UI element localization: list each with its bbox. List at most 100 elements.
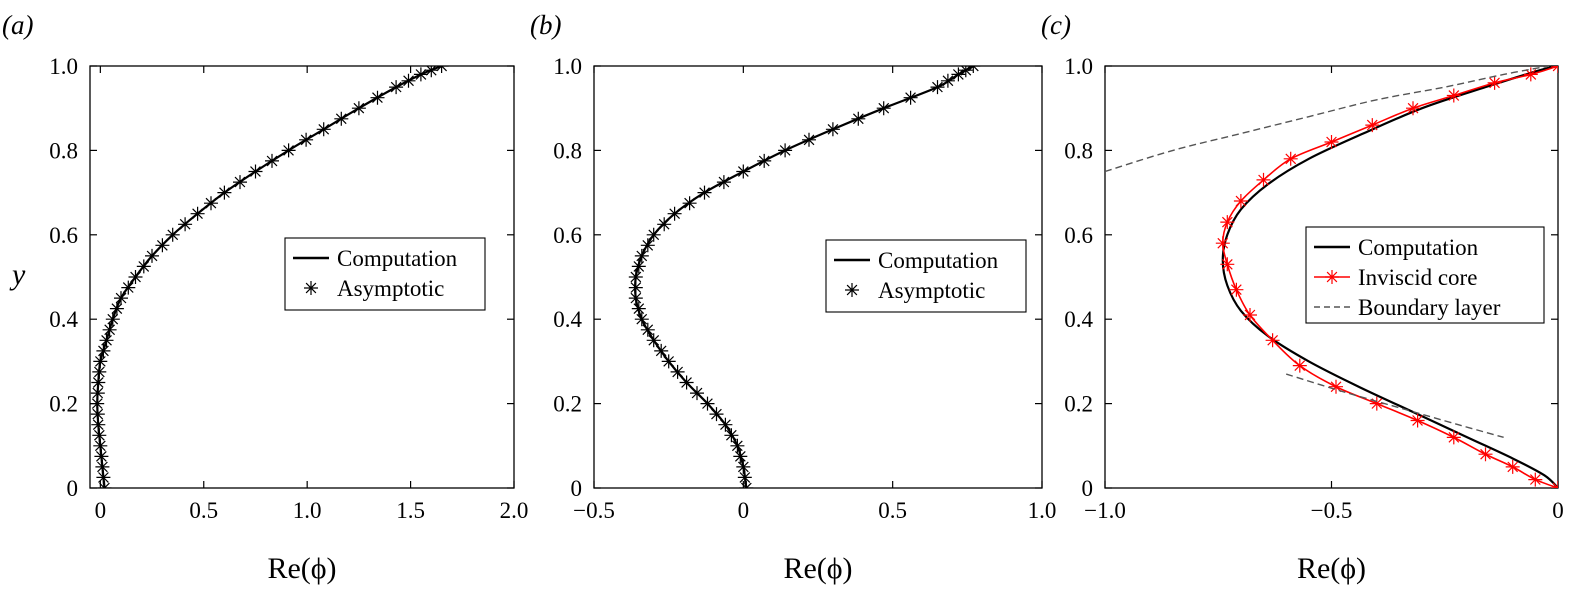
- data-point-marker: [1446, 430, 1461, 445]
- data-point-marker: [730, 438, 745, 453]
- data-point-marker: [93, 438, 108, 453]
- data-point-marker: [165, 227, 180, 242]
- x-tick-label: 1.0: [293, 498, 322, 523]
- legend-entry: Computation: [1314, 235, 1479, 260]
- data-point-marker: [1523, 67, 1538, 82]
- data-point-marker: [351, 101, 366, 116]
- legend-marker-sample: [845, 283, 859, 297]
- plot-frame: [593, 65, 1043, 489]
- data-point-marker: [697, 185, 712, 200]
- y-tick-label: 0: [1082, 476, 1094, 501]
- data-point-marker: [1410, 413, 1425, 428]
- data-point-marker: [1215, 236, 1230, 251]
- data-point-marker: [757, 153, 772, 168]
- data-point-marker: [1229, 282, 1244, 297]
- data-point-marker: [90, 386, 105, 401]
- data-point-marker: [1487, 75, 1502, 90]
- y-tick-label: 0: [67, 476, 79, 501]
- data-point-marker: [92, 364, 107, 379]
- legend-marker-sample: [1325, 270, 1339, 284]
- data-point-marker: [1256, 172, 1271, 187]
- data-point-marker: [128, 270, 143, 284]
- legend-box: [825, 239, 1027, 313]
- data-point-marker: [90, 407, 105, 422]
- data-point-marker: [736, 164, 751, 179]
- series-line: [1221, 66, 1558, 488]
- legend-box: [284, 237, 486, 311]
- data-point-marker: [634, 248, 649, 263]
- data-point-marker: [1478, 447, 1493, 462]
- data-point-marker: [316, 122, 331, 137]
- data-point-marker: [1292, 358, 1307, 373]
- legend: Computation Asymptotic: [284, 237, 486, 311]
- legend-label: Asymptotic: [878, 278, 985, 303]
- data-point-marker: [1243, 308, 1257, 322]
- y-tick-label: 0.4: [49, 307, 78, 332]
- data-point-marker: [204, 196, 218, 211]
- x-tick-label: 0.5: [878, 498, 907, 523]
- data-point-marker: [299, 132, 314, 147]
- legend-label: Computation: [1358, 235, 1479, 260]
- data-point-marker: [628, 270, 643, 284]
- data-point-marker: [190, 206, 205, 221]
- boundary-layer-line: [1105, 66, 1550, 173]
- data-point-marker: [1233, 194, 1248, 208]
- boundary-layer-line: [1285, 373, 1504, 439]
- x-tick-label: −0.5: [573, 498, 615, 523]
- y-tick-label: 1.0: [1064, 54, 1093, 79]
- x-tick-label: 0: [738, 498, 750, 523]
- y-tick-label: 0: [571, 476, 583, 501]
- data-point-marker: [724, 428, 739, 443]
- data-point-marker: [670, 364, 685, 379]
- data-point-marker: [690, 386, 704, 401]
- data-point-marker: [739, 481, 754, 488]
- data-point-marker: [145, 248, 159, 263]
- data-point-marker: [95, 459, 110, 474]
- data-point-marker: [334, 111, 349, 126]
- data-point-marker: [628, 291, 643, 306]
- y-tick-label: 0.2: [1064, 392, 1093, 417]
- data-point-marker: [1505, 459, 1520, 474]
- data-point-marker: [903, 90, 918, 105]
- panel-label: (a): [2, 10, 33, 40]
- data-point-marker: [96, 343, 111, 358]
- y-tick-label: 0.4: [1064, 307, 1093, 332]
- data-point-marker: [178, 217, 193, 232]
- y-tick-label: 1.0: [553, 54, 582, 79]
- series-inviscid-core: [1215, 66, 1558, 488]
- legend-entry: Computation: [834, 248, 999, 273]
- plot-area: [628, 66, 981, 488]
- data-point-marker: [733, 449, 748, 464]
- plot-area: [1105, 66, 1558, 488]
- data-point-marker: [121, 280, 136, 295]
- data-point-marker: [631, 259, 646, 274]
- y-tick-label: 0.6: [1064, 223, 1093, 248]
- data-point-marker: [802, 132, 816, 147]
- data-point-marker: [709, 407, 724, 422]
- x-tick-label: 0.5: [189, 498, 218, 523]
- data-point-marker: [109, 301, 124, 316]
- y-tick-label: 0.2: [49, 392, 78, 417]
- panel-b: (b)−0.5 0 0.5 1.000.20.40.60.81.0Re(ϕ)Compu…: [530, 10, 1056, 585]
- data-point-marker: [640, 238, 655, 253]
- data-point-marker: [424, 66, 439, 78]
- data-point-marker: [99, 333, 114, 348]
- data-point-marker: [1365, 118, 1380, 133]
- y-tick-label: 0.2: [553, 392, 582, 417]
- data-point-marker: [1369, 396, 1384, 411]
- legend-label: Inviscid core: [1358, 265, 1477, 290]
- y-tick-label: 1.0: [49, 54, 78, 79]
- data-point-marker: [851, 111, 866, 126]
- data-point-marker: [631, 301, 646, 316]
- data-point-marker: [951, 67, 966, 82]
- data-point-marker: [736, 459, 751, 474]
- x-axis-label: Re(ϕ): [1297, 552, 1366, 585]
- panel-a: (a) 0 0.5 1.0 1.5 2.0 0 0.2 0.4 0.6 0.8 1.0 Re(ϕ) y Co…: [2, 10, 528, 585]
- y-tick-label: 0.8: [553, 138, 582, 163]
- panel-label: (b): [530, 10, 561, 40]
- data-point-marker: [94, 449, 109, 464]
- data-point-marker: [667, 206, 682, 221]
- data-point-marker: [434, 66, 449, 73]
- data-point-marker: [1265, 333, 1280, 348]
- data-point-marker: [413, 67, 428, 82]
